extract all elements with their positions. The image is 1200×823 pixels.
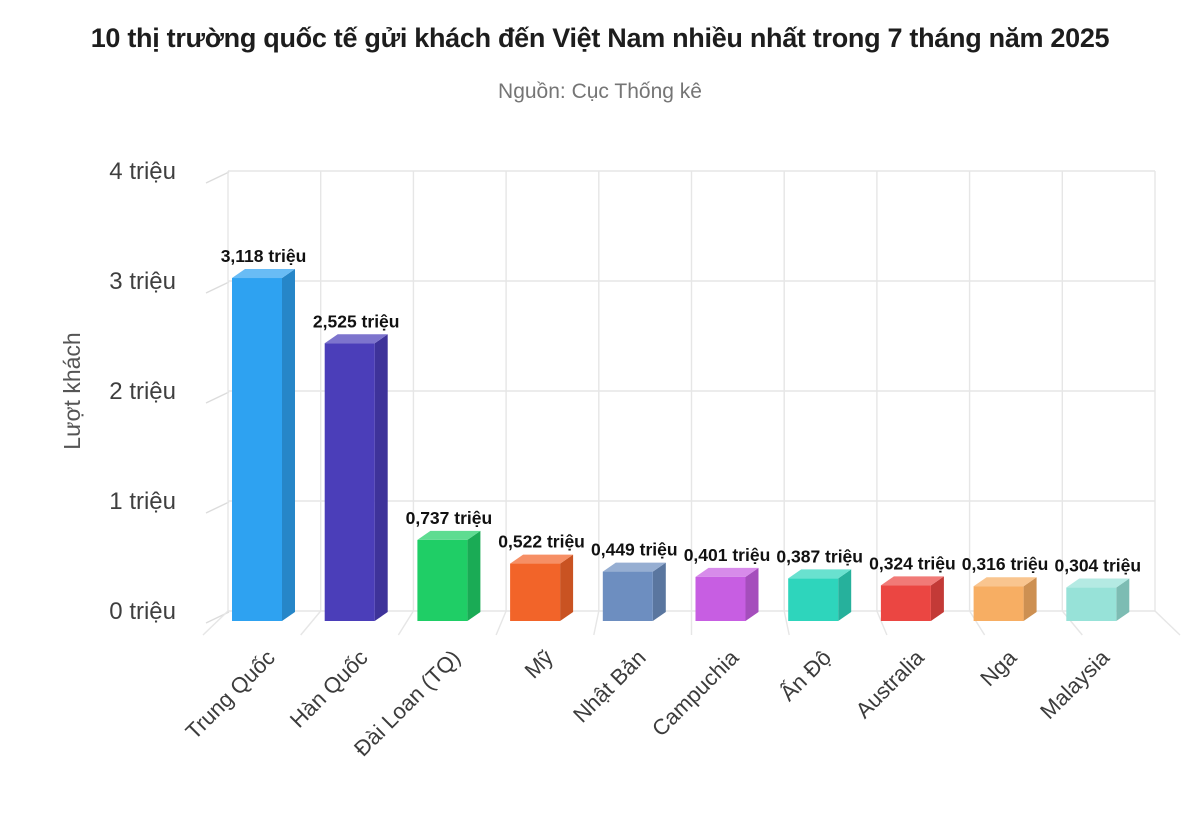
bar-front-face bbox=[232, 278, 282, 621]
y-tick-label: 2 triệu bbox=[109, 378, 176, 405]
bar-column-6 bbox=[695, 567, 759, 621]
category-label: Australia bbox=[851, 644, 930, 723]
category-label: Nga bbox=[975, 644, 1022, 691]
bar-front-face bbox=[880, 585, 931, 621]
bar-value-label: 0,316 triệu bbox=[962, 554, 1049, 574]
bar-column-5 bbox=[602, 562, 666, 621]
bar-top-face bbox=[324, 334, 388, 344]
bar-top-face bbox=[1066, 578, 1130, 588]
bar-top-face bbox=[788, 569, 852, 579]
y-tick-label: 3 triệu bbox=[109, 268, 176, 295]
bar-top-face bbox=[510, 554, 574, 564]
bar-side-face bbox=[467, 530, 481, 621]
page-title: 10 thị trường quốc tế gửi khách đến Việt… bbox=[90, 23, 1110, 53]
bar-value-label: 2,525 triệu bbox=[313, 311, 400, 331]
floor-grid-line bbox=[593, 610, 600, 636]
bar-front-face bbox=[324, 343, 375, 621]
bar-top-face bbox=[973, 577, 1037, 587]
bar-value-label: 0,522 triệu bbox=[498, 532, 585, 552]
floor-grid-line bbox=[1061, 610, 1083, 636]
bar-column-8 bbox=[880, 576, 944, 621]
category-label: Mỹ bbox=[520, 645, 558, 683]
category-label: Trung Quốc bbox=[181, 645, 280, 744]
bar-side-face bbox=[374, 334, 388, 621]
bar-top-face bbox=[602, 562, 666, 572]
bar-side-face bbox=[1023, 577, 1037, 621]
floor-grid-line bbox=[783, 610, 790, 636]
bar-value-label: 0,449 triệu bbox=[591, 540, 678, 560]
bar-side-face bbox=[1116, 578, 1130, 621]
bar-side-face bbox=[838, 569, 852, 621]
bar-value-label: 0,324 triệu bbox=[869, 553, 956, 573]
chart-header: 10 thị trường quốc tế gửi khách đến Việt… bbox=[0, 23, 1200, 104]
category-label: Malaysia bbox=[1035, 644, 1115, 724]
bar-value-label: 0,304 triệu bbox=[1055, 556, 1142, 576]
bar-front-face bbox=[788, 578, 839, 621]
y-axis-tick-mark bbox=[205, 391, 230, 404]
y-axis-tick-mark bbox=[205, 171, 230, 184]
bar-value-label: 0,737 triệu bbox=[406, 508, 493, 528]
bar-front-face bbox=[510, 563, 561, 621]
bar-side-face bbox=[930, 576, 944, 621]
floor-grid-line bbox=[876, 610, 888, 636]
bar-side-face bbox=[652, 562, 666, 621]
floor-grid-line bbox=[495, 610, 507, 636]
bar-top-face bbox=[695, 567, 759, 577]
bar-column-10 bbox=[1066, 578, 1130, 621]
floor-grid-line bbox=[397, 610, 414, 636]
y-tick-label: 1 triệu bbox=[109, 488, 176, 515]
bar-value-label: 0,387 triệu bbox=[776, 546, 863, 566]
bar-front-face bbox=[417, 539, 468, 621]
floor-grid-line bbox=[1154, 610, 1181, 636]
category-label: Hàn Quốc bbox=[285, 645, 373, 733]
bar-column-9 bbox=[973, 577, 1037, 621]
bar-front-face bbox=[602, 571, 653, 621]
bar-chart: 0 triệu 1 triệu 2 triệu 3 triệu 4 triệu Lượt … bbox=[59, 158, 1181, 761]
bar-front-face bbox=[695, 576, 746, 621]
bar-side-face bbox=[560, 554, 574, 621]
y-axis-tick-mark bbox=[205, 501, 230, 514]
bar-column-3 bbox=[417, 530, 481, 621]
bar-top-face bbox=[232, 269, 295, 279]
bar-column-7 bbox=[788, 569, 852, 621]
y-tick-label: 0 triệu bbox=[109, 598, 176, 625]
category-label: Nhật Bản bbox=[568, 645, 651, 728]
bar-side-face bbox=[282, 269, 295, 621]
bar-column-1 bbox=[232, 269, 295, 621]
bar-value-label: 3,118 triệu bbox=[221, 246, 307, 266]
bar-value-label: 0,401 triệu bbox=[684, 545, 771, 565]
y-axis-title: Lượt khách bbox=[59, 332, 85, 449]
bar-top-face bbox=[880, 576, 944, 586]
bar-front-face bbox=[1066, 587, 1117, 621]
y-tick-label: 4 triệu bbox=[109, 158, 176, 185]
bar-top-face bbox=[417, 530, 481, 540]
category-label: Ấn Độ bbox=[775, 645, 836, 706]
grid bbox=[202, 170, 1181, 636]
bar-column-4 bbox=[510, 554, 574, 621]
bar-front-face bbox=[973, 586, 1024, 621]
bar-column-2 bbox=[324, 334, 388, 621]
y-axis-tick-mark bbox=[205, 281, 230, 294]
category-label: Campuchia bbox=[647, 644, 744, 741]
floor-grid-line bbox=[202, 610, 229, 636]
bar-side-face bbox=[745, 567, 759, 621]
chart-source: Nguồn: Cục Thống kê bbox=[498, 80, 702, 103]
floor-grid-line bbox=[300, 610, 322, 636]
floor-grid-line bbox=[969, 610, 986, 636]
